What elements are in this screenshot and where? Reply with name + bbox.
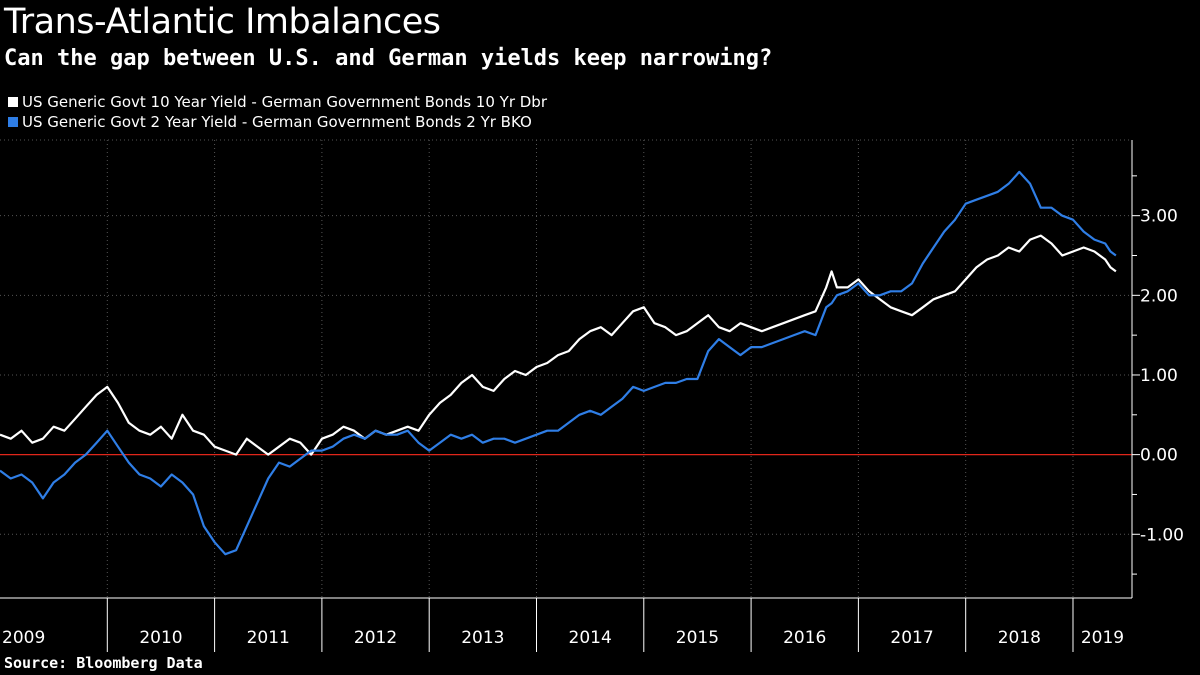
legend-item-2y: US Generic Govt 2 Year Yield - German Go… xyxy=(8,112,547,132)
legend: US Generic Govt 10 Year Yield - German G… xyxy=(8,92,547,132)
series-layer xyxy=(0,170,1117,556)
y-tick-label: 1.00 xyxy=(1140,366,1178,386)
series-line-10y xyxy=(0,234,1117,456)
legend-label-2y: US Generic Govt 2 Year Yield - German Go… xyxy=(22,113,532,131)
x-tick-label: 2017 xyxy=(890,628,933,648)
x-tick-label: 2009 xyxy=(2,628,45,648)
legend-label-10y: US Generic Govt 10 Year Yield - German G… xyxy=(22,93,547,111)
x-tick-label: 2015 xyxy=(676,628,719,648)
grid xyxy=(0,139,1132,598)
y-tick-label: 0.00 xyxy=(1140,446,1178,466)
x-tick-label: 2018 xyxy=(998,628,1041,648)
x-tick-label: 2012 xyxy=(354,628,397,648)
y-tick-label: 2.00 xyxy=(1140,286,1178,306)
y-tick-label: 3.00 xyxy=(1140,207,1178,227)
legend-item-10y: US Generic Govt 10 Year Yield - German G… xyxy=(8,92,547,112)
y-tick-label: -1.00 xyxy=(1140,525,1184,545)
x-tick-label: 2016 xyxy=(783,628,826,648)
legend-swatch-10y xyxy=(8,97,18,107)
series-line-2y xyxy=(0,170,1117,556)
legend-swatch-2y xyxy=(8,117,18,127)
x-tick-label: 2013 xyxy=(461,628,504,648)
x-tick-label: 2014 xyxy=(569,628,612,648)
source-note: Source: Bloomberg Data xyxy=(4,654,203,672)
axes: -1.00 0.00 1.00 2.00 3.00 2009 2010 2011 2012 201… xyxy=(0,140,1184,652)
chart-subtitle: Can the gap between U.S. and German yiel… xyxy=(4,46,773,71)
x-tick-label: 2010 xyxy=(139,628,182,648)
x-tick-label: 2011 xyxy=(247,628,290,648)
chart-title: Trans-Atlantic Imbalances xyxy=(4,2,441,42)
x-tick-label: 2019 xyxy=(1081,628,1124,648)
